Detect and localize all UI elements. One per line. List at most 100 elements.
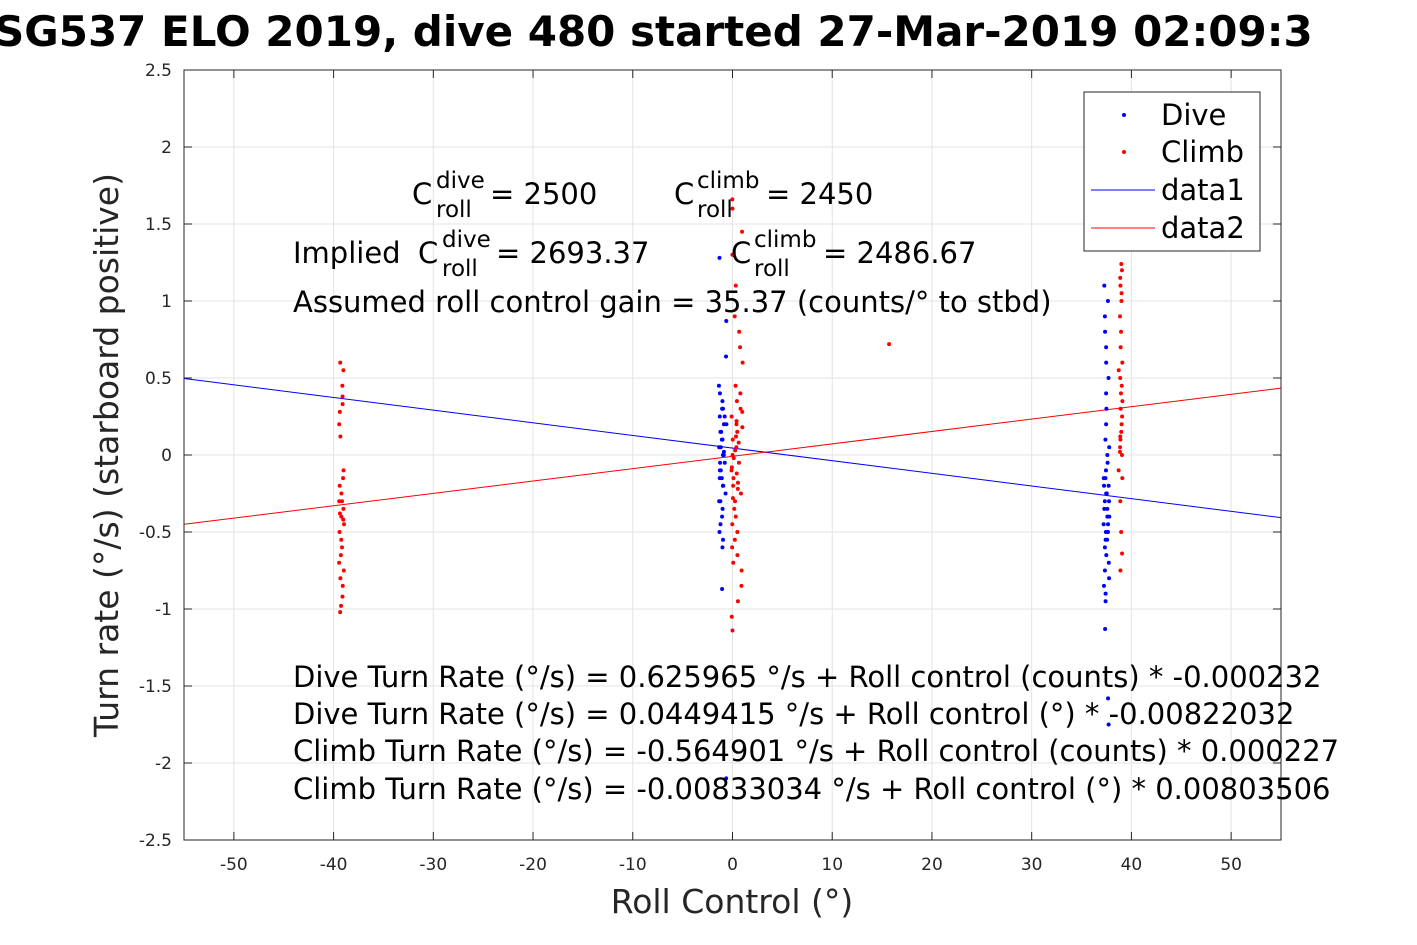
data-point-dive xyxy=(721,449,726,454)
data-point-dive xyxy=(1103,627,1108,632)
data-point-dive xyxy=(1107,445,1112,450)
data-point-climb xyxy=(735,599,740,604)
data-point-climb xyxy=(733,383,738,388)
data-point-dive xyxy=(1105,530,1110,534)
svg-text:= 2500: = 2500 xyxy=(490,177,597,211)
data-point-dive xyxy=(1102,314,1107,319)
data-point-dive xyxy=(1105,460,1110,465)
y-tick-label: 0 xyxy=(161,446,172,466)
data-point-climb xyxy=(1118,345,1123,350)
data-point-dive xyxy=(1105,299,1110,303)
data-point-climb xyxy=(730,206,735,211)
legend-label-data1: data1 xyxy=(1161,173,1245,207)
data-point-climb xyxy=(1120,399,1125,404)
data-point-climb xyxy=(729,414,734,419)
data-point-climb xyxy=(339,603,344,608)
data-point-dive xyxy=(720,545,725,550)
data-point-dive xyxy=(1101,583,1106,588)
data-point-climb xyxy=(340,383,345,388)
data-point-climb xyxy=(740,409,745,414)
data-point-climb xyxy=(1118,445,1123,450)
y-axis-label: Turn rate (°/s) (starboard positive) xyxy=(87,173,126,738)
data-point-climb xyxy=(338,360,343,365)
data-point-dive xyxy=(1104,491,1109,496)
data-point-dive xyxy=(720,483,725,488)
data-point-climb xyxy=(731,456,736,461)
data-point-dive xyxy=(1105,506,1110,511)
data-point-climb xyxy=(734,471,739,476)
x-tick-label: 30 xyxy=(1021,855,1043,875)
data-point-climb xyxy=(735,486,740,491)
data-point-dive xyxy=(717,391,722,396)
data-point-dive xyxy=(1103,476,1108,481)
svg-text:roll: roll xyxy=(442,256,478,282)
data-point-climb xyxy=(729,465,734,470)
data-point-climb xyxy=(337,409,342,414)
x-axis-label: Roll Control (°) xyxy=(611,882,854,921)
y-tick-label: -2 xyxy=(155,754,172,774)
y-tick-label: 1 xyxy=(161,292,172,312)
data-point-dive xyxy=(1106,560,1111,565)
data-point-dive xyxy=(722,460,727,465)
x-axis-ticks: -50 -40 -30 -20 -10 0 10 20 30 40 50 xyxy=(220,70,1242,875)
series-line-data1 xyxy=(183,377,1282,519)
data-point-dive xyxy=(1103,591,1108,596)
data-point-dive xyxy=(718,499,723,504)
data-point-climb xyxy=(342,522,347,527)
data-point-dive xyxy=(1107,576,1112,581)
axes-box xyxy=(183,69,1282,841)
annotation-implied-climb: C climb roll = 2486.67 xyxy=(731,227,976,282)
data-point-climb xyxy=(1118,376,1123,380)
data-point-dive xyxy=(1106,376,1111,380)
legend-box xyxy=(1083,91,1261,252)
y-axis-ticks: 2.5 2 1.5 1 0.5 0 -0.5 -1 -1.5 -2 -2.5 xyxy=(139,61,1281,851)
annotation-eq2: Dive Turn Rate (°/s) = 0.0449415 °/s + R… xyxy=(293,697,1294,731)
data-point-dive xyxy=(720,453,725,457)
data-point-climb xyxy=(887,342,892,347)
data-point-climb xyxy=(1120,360,1125,365)
data-point-climb xyxy=(732,314,737,319)
data-point-dive xyxy=(1106,522,1111,527)
data-point-climb xyxy=(735,530,740,534)
data-point-climb xyxy=(738,391,743,396)
svg-text:= 2693.37: = 2693.37 xyxy=(496,236,649,270)
y-tick-label: 1.5 xyxy=(145,215,172,235)
data-point-climb xyxy=(730,545,735,550)
data-point-climb xyxy=(339,537,344,542)
data-point-climb xyxy=(1118,568,1123,573)
data-point-dive xyxy=(1102,283,1107,288)
data-point-climb xyxy=(337,499,342,504)
svg-text:roll: roll xyxy=(436,197,472,223)
x-tick-label: 50 xyxy=(1220,855,1242,875)
data-point-dive xyxy=(717,255,722,260)
annotation-eq4: Climb Turn Rate (°/s) = -0.00833034 °/s … xyxy=(293,772,1330,806)
x-tick-label: -20 xyxy=(519,855,547,875)
data-point-dive xyxy=(720,506,725,511)
data-point-climb xyxy=(340,402,345,407)
x-tick-label: 20 xyxy=(921,855,943,875)
data-point-dive xyxy=(723,491,728,496)
data-point-climb xyxy=(740,229,745,234)
data-point-climb xyxy=(739,568,744,573)
svg-text:= 2450: = 2450 xyxy=(766,177,873,211)
data-point-dive xyxy=(1103,437,1108,442)
data-point-climb xyxy=(740,425,745,430)
data-point-climb xyxy=(338,553,343,558)
data-point-dive xyxy=(719,429,724,434)
data-point-dive xyxy=(720,399,725,404)
data-point-climb xyxy=(338,576,343,581)
data-point-dive xyxy=(1107,514,1112,519)
data-point-climb xyxy=(337,560,342,565)
y-tick-label: -2.5 xyxy=(139,831,172,851)
data-point-climb xyxy=(1119,329,1124,334)
x-tick-label: 10 xyxy=(821,855,843,875)
x-tick-label: -30 xyxy=(419,855,447,875)
data-point-climb xyxy=(337,530,342,534)
data-point-climb xyxy=(733,283,738,288)
data-point-climb xyxy=(1119,262,1124,267)
data-point-climb xyxy=(730,437,735,442)
data-point-dive xyxy=(718,445,723,450)
data-point-dive xyxy=(721,537,726,542)
data-point-climb xyxy=(734,422,739,427)
